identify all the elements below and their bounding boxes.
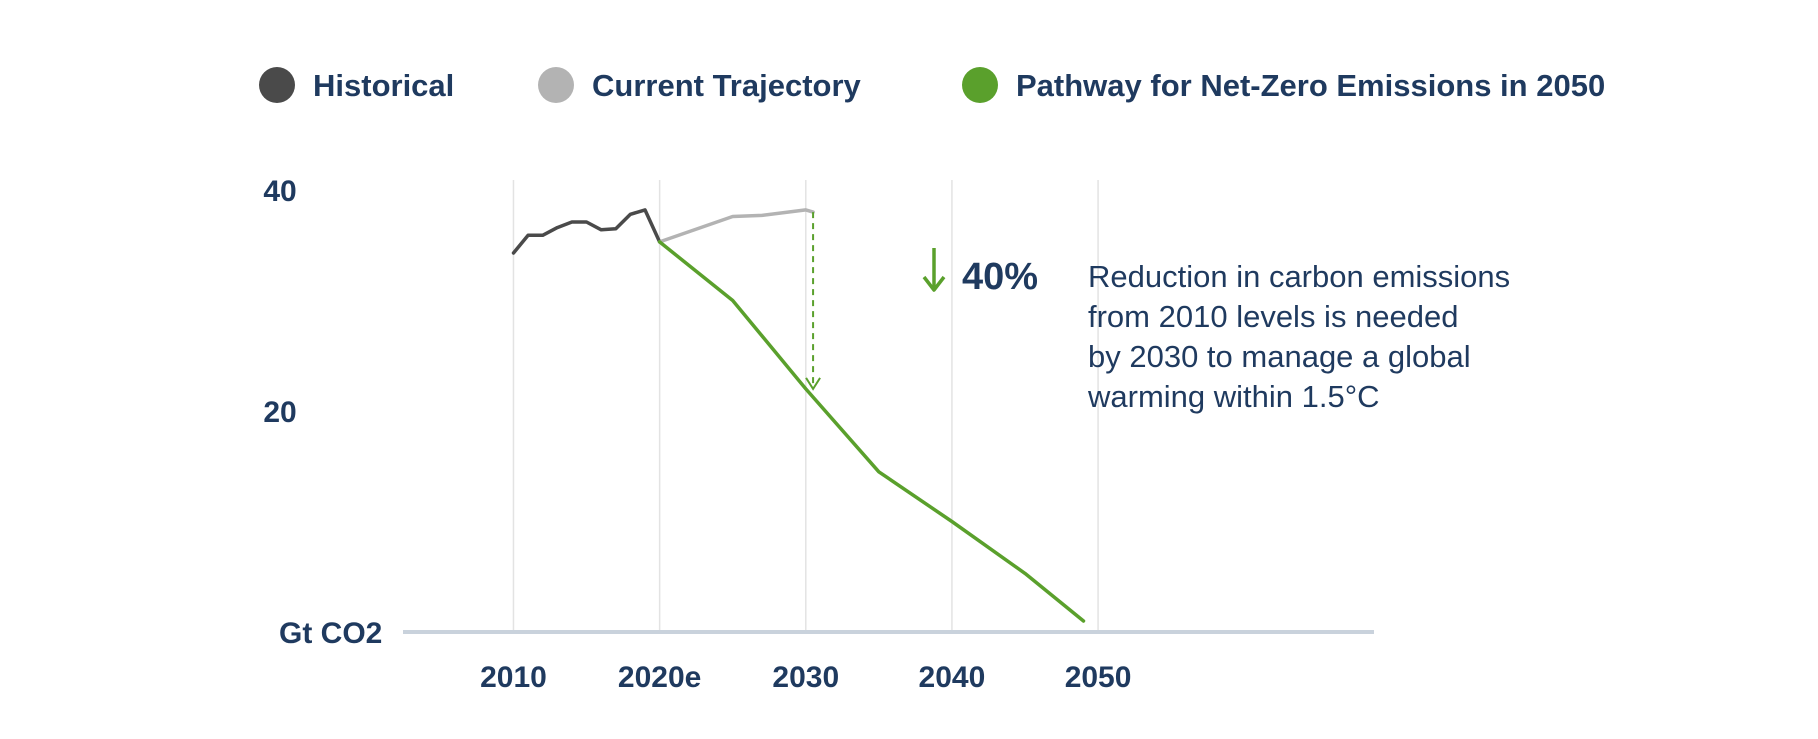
axis-layer: 2010 2020e 2030 2040 2050 40 20 Gt CO2 xyxy=(263,175,1374,694)
legend-item: Pathway for Net-Zero Emissions in 2050 xyxy=(962,67,1605,103)
reduction-arrow-head xyxy=(805,377,821,391)
y-axis-label: Gt CO2 xyxy=(279,617,382,650)
series-layer xyxy=(511,208,1086,623)
x-tick-label: 2020e xyxy=(618,661,701,694)
x-tick-label: 2010 xyxy=(480,661,547,694)
callout-text-line: by 2030 to manage a global xyxy=(1088,339,1471,374)
x-tick-label: 2030 xyxy=(772,661,839,694)
legend-label: Historical xyxy=(313,68,454,103)
down-arrow-head xyxy=(922,275,946,292)
legend-label: Current Trajectory xyxy=(592,68,862,103)
legend-swatch xyxy=(259,67,295,103)
down-arrow-icon xyxy=(922,248,946,292)
callout-text-line: warming within 1.5°C xyxy=(1087,379,1380,414)
series-line xyxy=(657,240,1086,623)
legend-item: Current Trajectory xyxy=(538,67,862,103)
grid-layer xyxy=(512,180,1099,632)
annotation-layer: 40% Reduction in carbon emissions from 201… xyxy=(805,212,1510,414)
x-tick-label: 2050 xyxy=(1065,661,1132,694)
legend-swatch xyxy=(962,67,998,103)
legend-swatch xyxy=(538,67,574,103)
legend-item: Historical xyxy=(259,67,454,103)
legend-label: Pathway for Net-Zero Emissions in 2050 xyxy=(1016,68,1605,103)
series-line xyxy=(657,208,815,244)
series-line xyxy=(511,208,662,255)
callout-text-line: from 2010 levels is needed xyxy=(1088,299,1459,334)
legend-layer: Historical Current Trajectory Pathway for … xyxy=(259,67,1605,103)
callout-value: 40% xyxy=(962,256,1038,298)
y-tick-label: 20 xyxy=(263,396,296,429)
x-tick-label: 2040 xyxy=(919,661,986,694)
y-tick-label: 40 xyxy=(263,175,296,208)
callout-text-line: Reduction in carbon emissions xyxy=(1088,259,1510,294)
